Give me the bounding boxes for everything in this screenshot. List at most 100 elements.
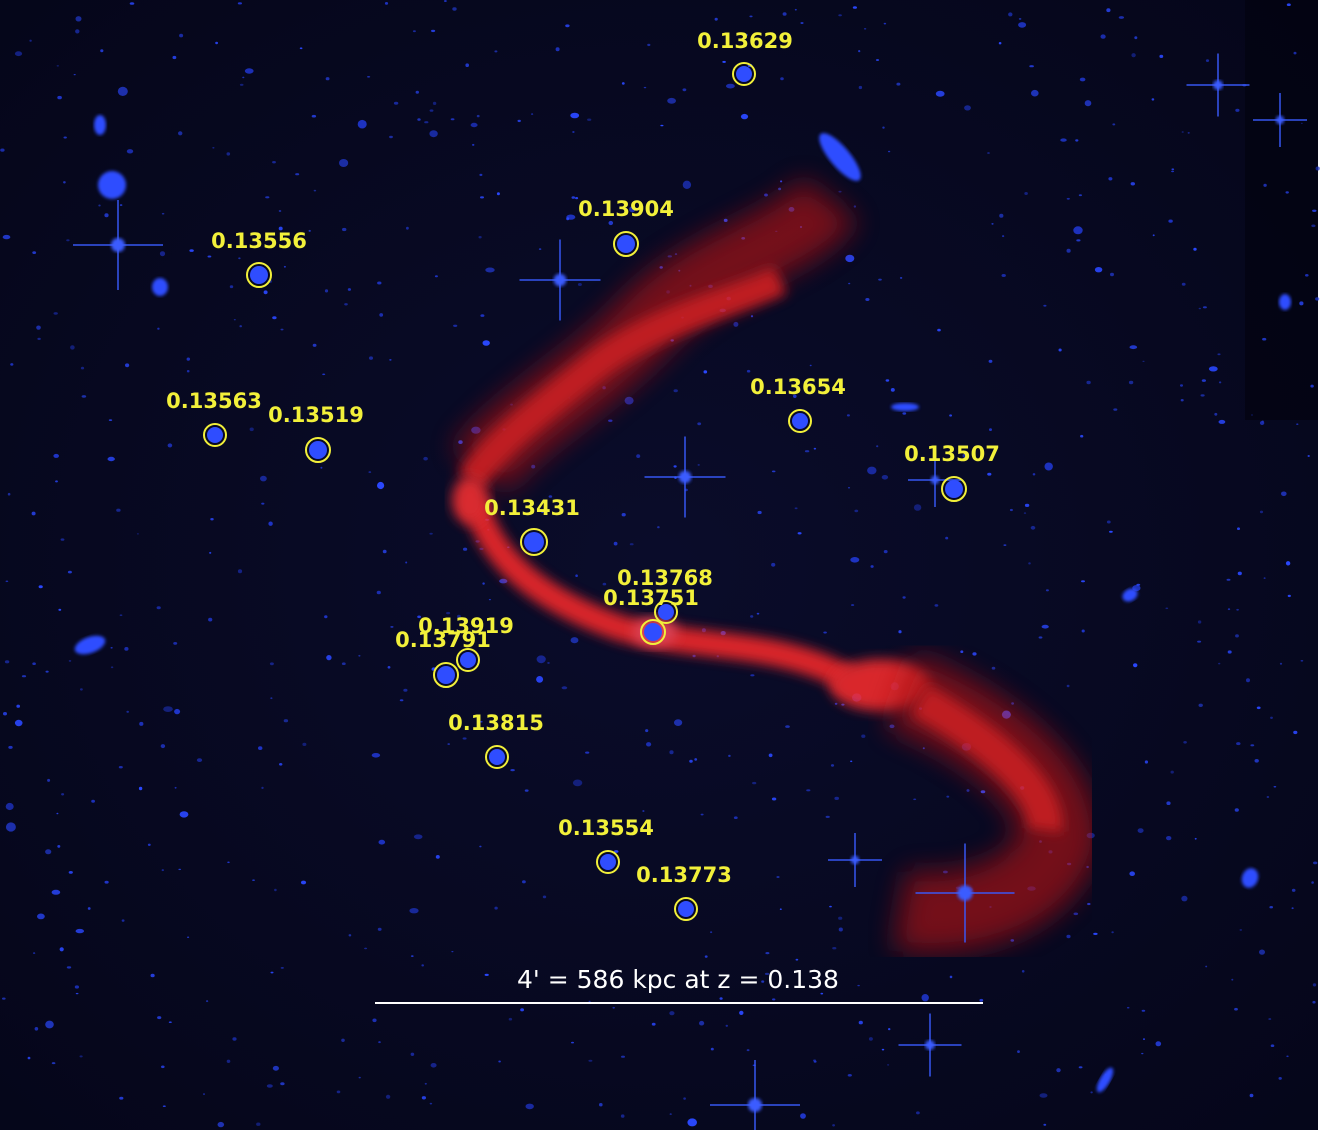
- star: [1086, 380, 1091, 385]
- star: [980, 790, 986, 794]
- star: [58, 608, 62, 611]
- star: [794, 507, 798, 510]
- redshift-label: 0.13904: [578, 197, 674, 221]
- star: [660, 124, 664, 127]
- star: [57, 95, 62, 100]
- star: [482, 582, 485, 585]
- star: [5, 802, 14, 811]
- star: [749, 15, 753, 18]
- star: [377, 927, 382, 931]
- star: [446, 611, 451, 615]
- star: [857, 984, 860, 987]
- redshift-label: 0.13563: [166, 389, 262, 413]
- star: [536, 676, 544, 683]
- star: [572, 131, 575, 133]
- star: [27, 1056, 31, 1060]
- star: [1141, 1009, 1146, 1012]
- star: [878, 278, 882, 281]
- star: [233, 319, 236, 321]
- star: [1234, 808, 1239, 812]
- star: [1078, 194, 1082, 197]
- star: [1250, 744, 1255, 747]
- star: [1194, 837, 1197, 840]
- galaxy-core: [600, 854, 616, 870]
- star: [1031, 89, 1039, 97]
- star: [1079, 77, 1086, 82]
- star: [1208, 366, 1218, 372]
- star: [119, 1096, 124, 1100]
- star: [548, 495, 553, 498]
- star: [417, 615, 421, 619]
- star: [1111, 931, 1114, 934]
- star: [1313, 861, 1318, 865]
- star: [757, 510, 762, 515]
- star: [1043, 304, 1047, 307]
- star: [723, 218, 728, 222]
- star: [1197, 620, 1202, 624]
- star: [575, 197, 579, 200]
- star: [1100, 34, 1106, 39]
- star: [1143, 1038, 1145, 1040]
- star: [406, 226, 409, 230]
- star: [972, 652, 977, 656]
- star: [682, 88, 687, 92]
- star: [55, 480, 58, 483]
- star: [673, 465, 677, 468]
- star: [1259, 510, 1264, 514]
- star: [636, 454, 641, 458]
- star: [1198, 307, 1202, 310]
- star: [700, 813, 704, 816]
- star: [861, 734, 866, 738]
- galaxy-marker: [732, 62, 756, 86]
- star: [722, 60, 726, 63]
- star: [780, 77, 784, 81]
- star: [1200, 394, 1205, 397]
- star: [858, 85, 863, 90]
- star: [740, 113, 749, 120]
- star: [710, 931, 713, 934]
- star: [480, 314, 485, 317]
- star: [81, 395, 87, 398]
- star: [98, 204, 101, 207]
- star: [1239, 929, 1243, 931]
- redshift-label: 0.13554: [558, 816, 654, 840]
- star: [107, 456, 115, 462]
- bright-star: [111, 238, 125, 252]
- star: [63, 136, 67, 139]
- star: [1018, 18, 1022, 20]
- galaxy-core: [489, 749, 505, 765]
- star: [457, 614, 461, 619]
- star: [1044, 462, 1053, 471]
- star: [945, 536, 949, 540]
- star: [1129, 871, 1135, 876]
- star: [341, 1038, 345, 1043]
- star: [1181, 282, 1186, 286]
- star: [261, 786, 264, 790]
- star: [1278, 1077, 1282, 1080]
- star: [771, 797, 777, 801]
- star: [14, 719, 23, 727]
- star: [1066, 248, 1071, 253]
- star: [587, 118, 592, 121]
- star: [369, 356, 373, 360]
- star: [410, 955, 414, 957]
- star: [429, 130, 438, 138]
- star: [522, 880, 526, 884]
- star: [1262, 337, 1267, 341]
- star: [1287, 594, 1291, 598]
- star: [377, 281, 382, 285]
- star: [1081, 580, 1085, 583]
- star: [389, 359, 392, 361]
- star: [1312, 209, 1317, 212]
- star: [377, 481, 385, 490]
- star: [157, 1016, 162, 1020]
- star: [484, 973, 489, 977]
- star: [117, 86, 128, 96]
- star: [179, 811, 189, 818]
- star: [795, 958, 799, 961]
- star: [697, 422, 702, 426]
- star: [1018, 22, 1027, 28]
- star: [432, 101, 437, 105]
- star: [820, 992, 824, 995]
- star: [746, 1049, 750, 1052]
